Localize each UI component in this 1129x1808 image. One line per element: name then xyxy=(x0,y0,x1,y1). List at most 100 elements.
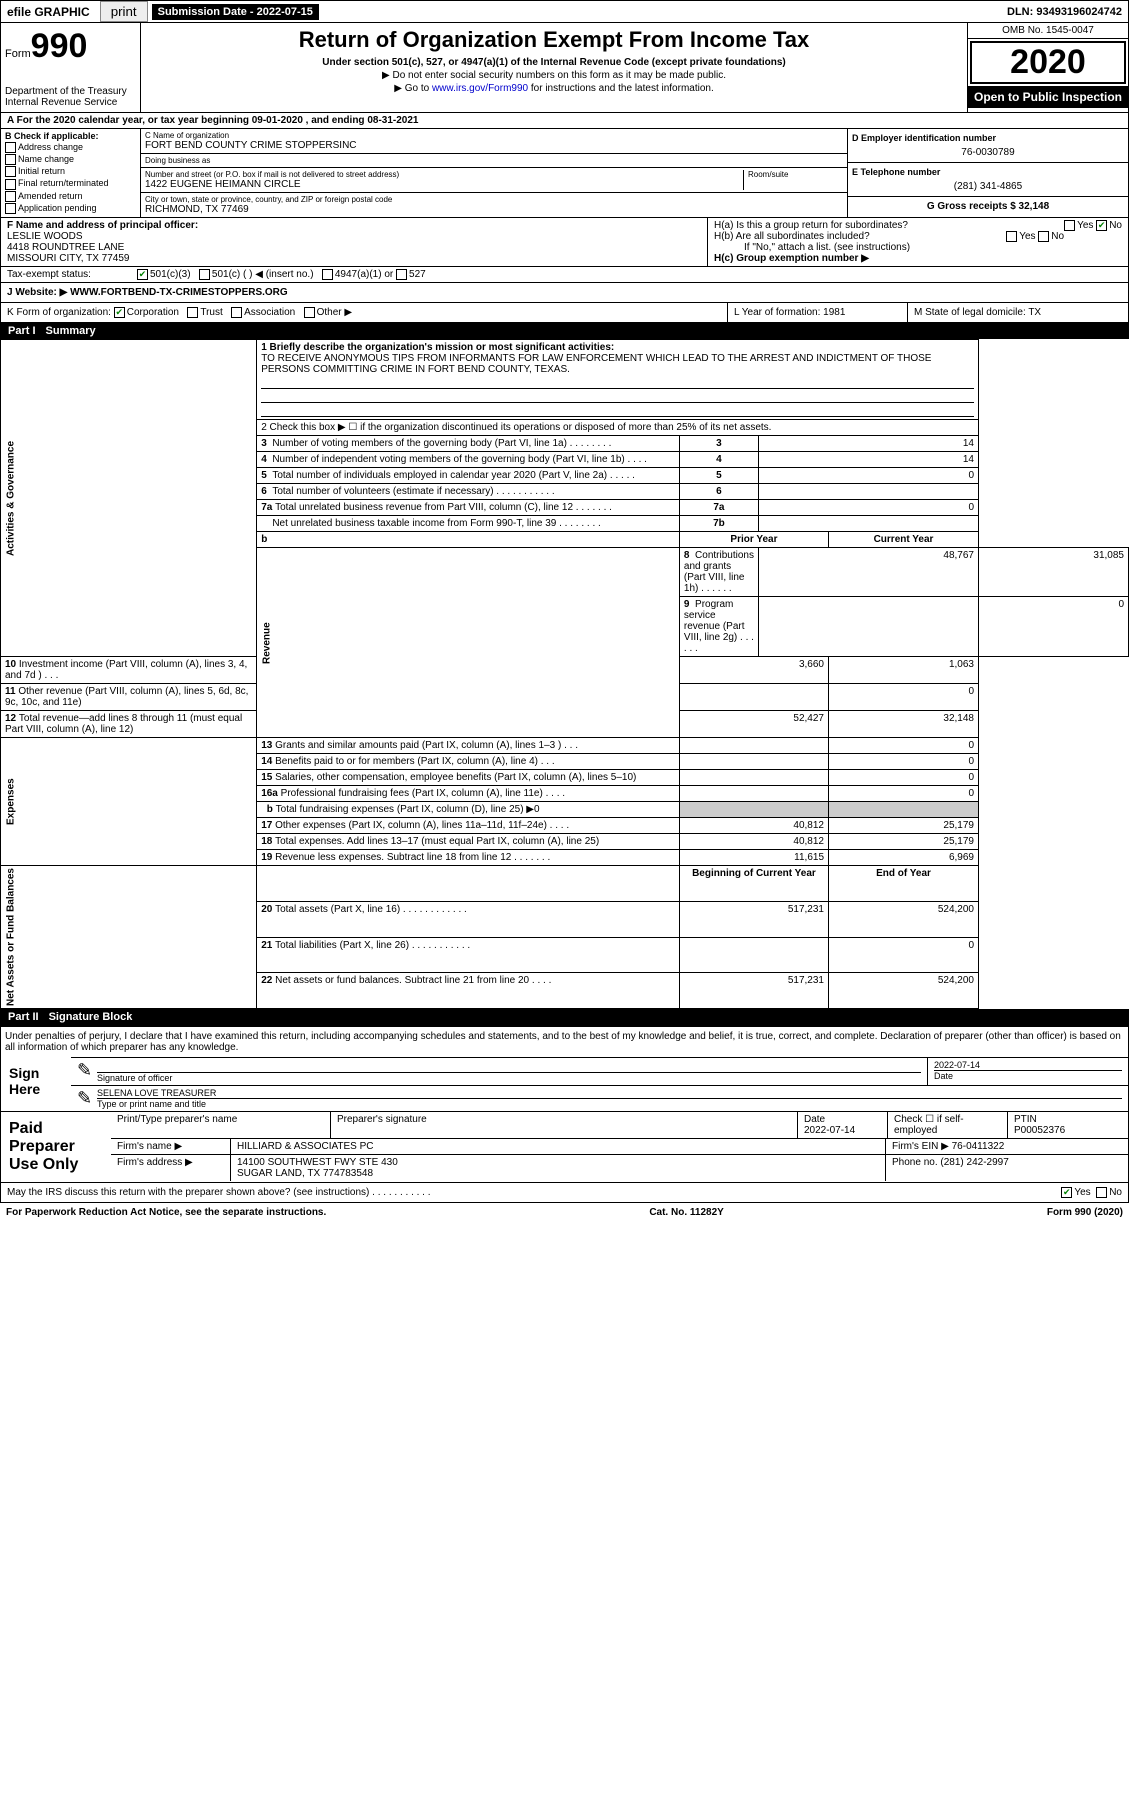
page-footer: For Paperwork Reduction Act Notice, see … xyxy=(0,1203,1129,1222)
box-f-label: F Name and address of principal officer: xyxy=(7,220,701,231)
paid-preparer-label: Paid Preparer Use Only xyxy=(1,1112,111,1182)
cb-501c[interactable] xyxy=(199,269,210,280)
sig-name-title: SELENA LOVE TREASURER xyxy=(97,1088,1122,1098)
box-m: M State of legal domicile: TX xyxy=(908,303,1128,322)
city-label: City or town, state or province, country… xyxy=(145,195,843,204)
tax-year: 2020 xyxy=(970,41,1126,84)
box-deg: D Employer identification number 76-0030… xyxy=(848,129,1128,217)
prep-phone-label: Phone no. xyxy=(892,1157,938,1168)
ptin-label: PTIN xyxy=(1014,1114,1037,1125)
opt-527: 527 xyxy=(409,269,426,280)
line2: 2 Check this box ▶ ☐ if the organization… xyxy=(257,420,979,436)
block-bcd: B Check if applicable: Address change Na… xyxy=(0,129,1129,218)
hb-line: H(b) Are all subordinates included? Yes … xyxy=(714,231,1122,242)
org-name: FORT BEND COUNTY CRIME STOPPERSINC xyxy=(145,140,843,151)
subtitle-3: ▶ Go to www.irs.gov/Form990 for instruct… xyxy=(145,83,963,94)
form-prefix: Form xyxy=(5,48,31,60)
signature-block: Under penalties of perjury, I declare th… xyxy=(0,1025,1129,1203)
omb-number: OMB No. 1545-0047 xyxy=(968,23,1128,39)
exempt-label: Tax-exempt status: xyxy=(7,269,137,280)
firm-addr-label: Firm's address ▶ xyxy=(111,1155,231,1181)
firm-name: HILLIARD & ASSOCIATES PC xyxy=(231,1139,886,1154)
firm-addr2: SUGAR LAND, TX 774783548 xyxy=(237,1168,373,1179)
box-b: B Check if applicable: Address change Na… xyxy=(1,129,141,217)
phone: (281) 341-4865 xyxy=(852,181,1124,192)
form-header: Form990 Department of the Treasury Inter… xyxy=(0,23,1129,113)
part2-num: Part II xyxy=(8,1011,49,1023)
sig-date: 2022-07-14 xyxy=(934,1060,1122,1070)
cb-4947[interactable] xyxy=(322,269,333,280)
subtitle-2: ▶ Do not enter social security numbers o… xyxy=(145,70,963,81)
sig-intro: Under penalties of perjury, I declare th… xyxy=(1,1027,1128,1057)
beg-year-hdr: Beginning of Current Year xyxy=(679,866,828,902)
cb-527[interactable] xyxy=(396,269,407,280)
period-line: A For the 2020 calendar year, or tax yea… xyxy=(0,113,1129,129)
dln-label: DLN: 93493196024742 xyxy=(1001,4,1128,20)
officer-addr2: MISSOURI CITY, TX 77459 xyxy=(7,253,701,264)
self-emp: Check ☐ if self-employed xyxy=(888,1112,1008,1138)
box-c: C Name of organization FORT BEND COUNTY … xyxy=(141,129,848,217)
efile-label: efile GRAPHIC xyxy=(1,3,96,21)
opt-501c3: 501(c)(3) xyxy=(150,269,191,280)
cb-assoc[interactable] xyxy=(231,307,242,318)
part1-num: Part I xyxy=(8,325,46,337)
website-label: J Website: ▶ xyxy=(7,287,67,298)
prior-year-hdr: Prior Year xyxy=(679,532,828,548)
gross-receipts: G Gross receipts $ 32,148 xyxy=(852,201,1124,212)
cb-final-return[interactable]: Final return/terminated xyxy=(5,178,136,189)
footer-right: Form 990 (2020) xyxy=(1047,1207,1123,1218)
firm-ein-label: Firm's EIN ▶ xyxy=(892,1141,949,1152)
cb-discuss-yes[interactable] xyxy=(1061,1187,1072,1198)
cb-address-change[interactable]: Address change xyxy=(5,142,136,153)
opt-4947: 4947(a)(1) or xyxy=(335,269,393,280)
firm-ein: 76-0411322 xyxy=(952,1141,1005,1152)
part2-title: Signature Block xyxy=(49,1011,133,1023)
cb-501c3[interactable] xyxy=(137,269,148,280)
footer-mid: Cat. No. 11282Y xyxy=(649,1207,723,1218)
dept-treasury: Department of the Treasury Internal Reve… xyxy=(5,86,136,108)
opt-501c: 501(c) ( ) ◀ (insert no.) xyxy=(212,269,314,280)
subtitle-1: Under section 501(c), 527, or 4947(a)(1)… xyxy=(145,57,963,68)
cb-amended[interactable]: Amended return xyxy=(5,191,136,202)
officer-name: LESLIE WOODS xyxy=(7,231,701,242)
cb-initial-return[interactable]: Initial return xyxy=(5,166,136,177)
end-year-hdr: End of Year xyxy=(829,866,979,902)
sig-officer-label: Signature of officer xyxy=(97,1072,921,1083)
row-fh: F Name and address of principal officer:… xyxy=(0,218,1129,267)
open-inspection: Open to Public Inspection xyxy=(968,86,1128,108)
row-klm: K Form of organization: Corporation Trus… xyxy=(0,303,1129,323)
print-button[interactable]: print xyxy=(100,1,148,22)
part1-title: Summary xyxy=(46,325,96,337)
addr: 1422 EUGENE HEIMANN CIRCLE xyxy=(145,179,743,190)
side-revenue: Revenue xyxy=(257,548,680,738)
city: RICHMOND, TX 77469 xyxy=(145,204,843,215)
phone-label: E Telephone number xyxy=(852,167,1124,177)
cb-other[interactable] xyxy=(304,307,315,318)
cb-discuss-no[interactable] xyxy=(1096,1187,1107,1198)
summary-table: Activities & Governance 1 Briefly descri… xyxy=(0,339,1129,1009)
footer-left: For Paperwork Reduction Act Notice, see … xyxy=(6,1207,326,1218)
cb-trust[interactable] xyxy=(187,307,198,318)
form-990: 990 xyxy=(31,27,88,65)
top-bar: efile GRAPHIC print Submission Date - 20… xyxy=(0,0,1129,23)
prep-phone: (281) 242-2997 xyxy=(940,1157,1008,1168)
org-name-label: C Name of organization xyxy=(145,131,843,140)
cb-corp[interactable] xyxy=(114,307,125,318)
line1-label: 1 Briefly describe the organization's mi… xyxy=(261,342,974,353)
part1-header: Part I Summary xyxy=(0,323,1129,339)
firm-addr1: 14100 SOUTHWEST FWY STE 430 xyxy=(237,1157,398,1168)
ein: 76-0030789 xyxy=(852,147,1124,158)
room-label: Room/suite xyxy=(748,170,843,179)
cb-app-pending[interactable]: Application pending xyxy=(5,203,136,214)
website-val: WWW.FORTBEND-TX-CRIMESTOPPERS.ORG xyxy=(70,287,288,298)
cb-name-change[interactable]: Name change xyxy=(5,154,136,165)
website-row: J Website: ▶ WWW.FORTBEND-TX-CRIMESTOPPE… xyxy=(0,283,1129,303)
sig-name-title-label: Type or print name and title xyxy=(97,1098,1122,1109)
form-number: Form990 xyxy=(5,27,136,66)
box-l: L Year of formation: 1981 xyxy=(728,303,908,322)
sig-date-label: Date xyxy=(934,1070,1122,1081)
hc-line: H(c) Group exemption number ▶ xyxy=(714,253,1122,264)
exempt-status-row: Tax-exempt status: 501(c)(3) 501(c) ( ) … xyxy=(0,267,1129,283)
irs-link[interactable]: www.irs.gov/Form990 xyxy=(432,83,528,94)
sub3-pre: ▶ Go to xyxy=(394,83,432,94)
